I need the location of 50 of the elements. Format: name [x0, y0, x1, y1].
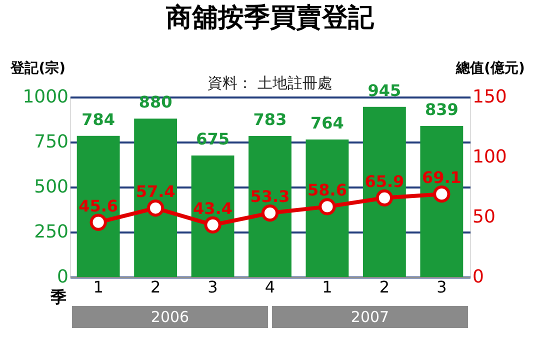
data-label: 784 — [82, 110, 116, 129]
y2-tick-label: 100 — [472, 146, 507, 168]
data-label: 43.4 — [193, 198, 233, 218]
data-label: 58.6 — [307, 180, 347, 200]
data-label: 69.1 — [422, 168, 462, 188]
data-label: 839 — [424, 100, 458, 119]
point — [261, 204, 279, 222]
bar — [362, 106, 406, 277]
point — [376, 189, 394, 206]
y-axis-title: 登記(宗) — [10, 60, 66, 76]
bar — [76, 136, 120, 277]
x-tick-label: 3 — [208, 278, 218, 296]
data-label: 764 — [310, 113, 344, 132]
bar — [248, 136, 292, 277]
bar — [420, 126, 464, 277]
bar — [134, 118, 178, 277]
point — [318, 198, 336, 216]
y-tick-label: 500 — [34, 176, 68, 198]
y2-axis-title: 總值(億元) — [455, 60, 525, 76]
y-tick-label: 0 — [57, 266, 68, 288]
y-tick-label: 1000 — [22, 86, 68, 108]
point — [204, 216, 222, 234]
y2-tick-label: 150 — [472, 86, 507, 108]
data-label: 945 — [368, 80, 402, 100]
y-tick-label: 250 — [34, 222, 68, 242]
y-tick-label: 750 — [34, 132, 68, 152]
bar — [191, 156, 234, 277]
x-tick-label: 2 — [150, 278, 161, 296]
point — [433, 186, 450, 203]
data-label: 57.4 — [136, 182, 176, 202]
text: 2007 — [350, 308, 390, 326]
point — [90, 214, 107, 231]
data-label: 53.3 — [250, 187, 290, 206]
data-label: 45.6 — [78, 196, 118, 216]
point — [146, 200, 164, 217]
x-axis-title: 季 — [50, 288, 66, 306]
x-tick-label: 2 — [379, 278, 390, 296]
text: 2006 — [150, 308, 190, 326]
y2-tick-label: 0 — [472, 266, 484, 288]
bar — [306, 139, 349, 277]
x-tick-label: 4 — [264, 278, 276, 296]
x-tick-label: 1 — [93, 278, 104, 296]
data-label: 65.9 — [364, 172, 404, 191]
data-label: 880 — [138, 92, 172, 112]
y2-tick-label: 50 — [472, 206, 496, 228]
chart-title: 商舖按季買賣登記 — [165, 3, 375, 33]
data-label: 783 — [253, 110, 287, 130]
chart-subtitle: 資料： 土地註冊處 — [208, 74, 332, 92]
x-tick-label: 1 — [322, 278, 332, 296]
x-tick-label: 3 — [436, 278, 447, 296]
